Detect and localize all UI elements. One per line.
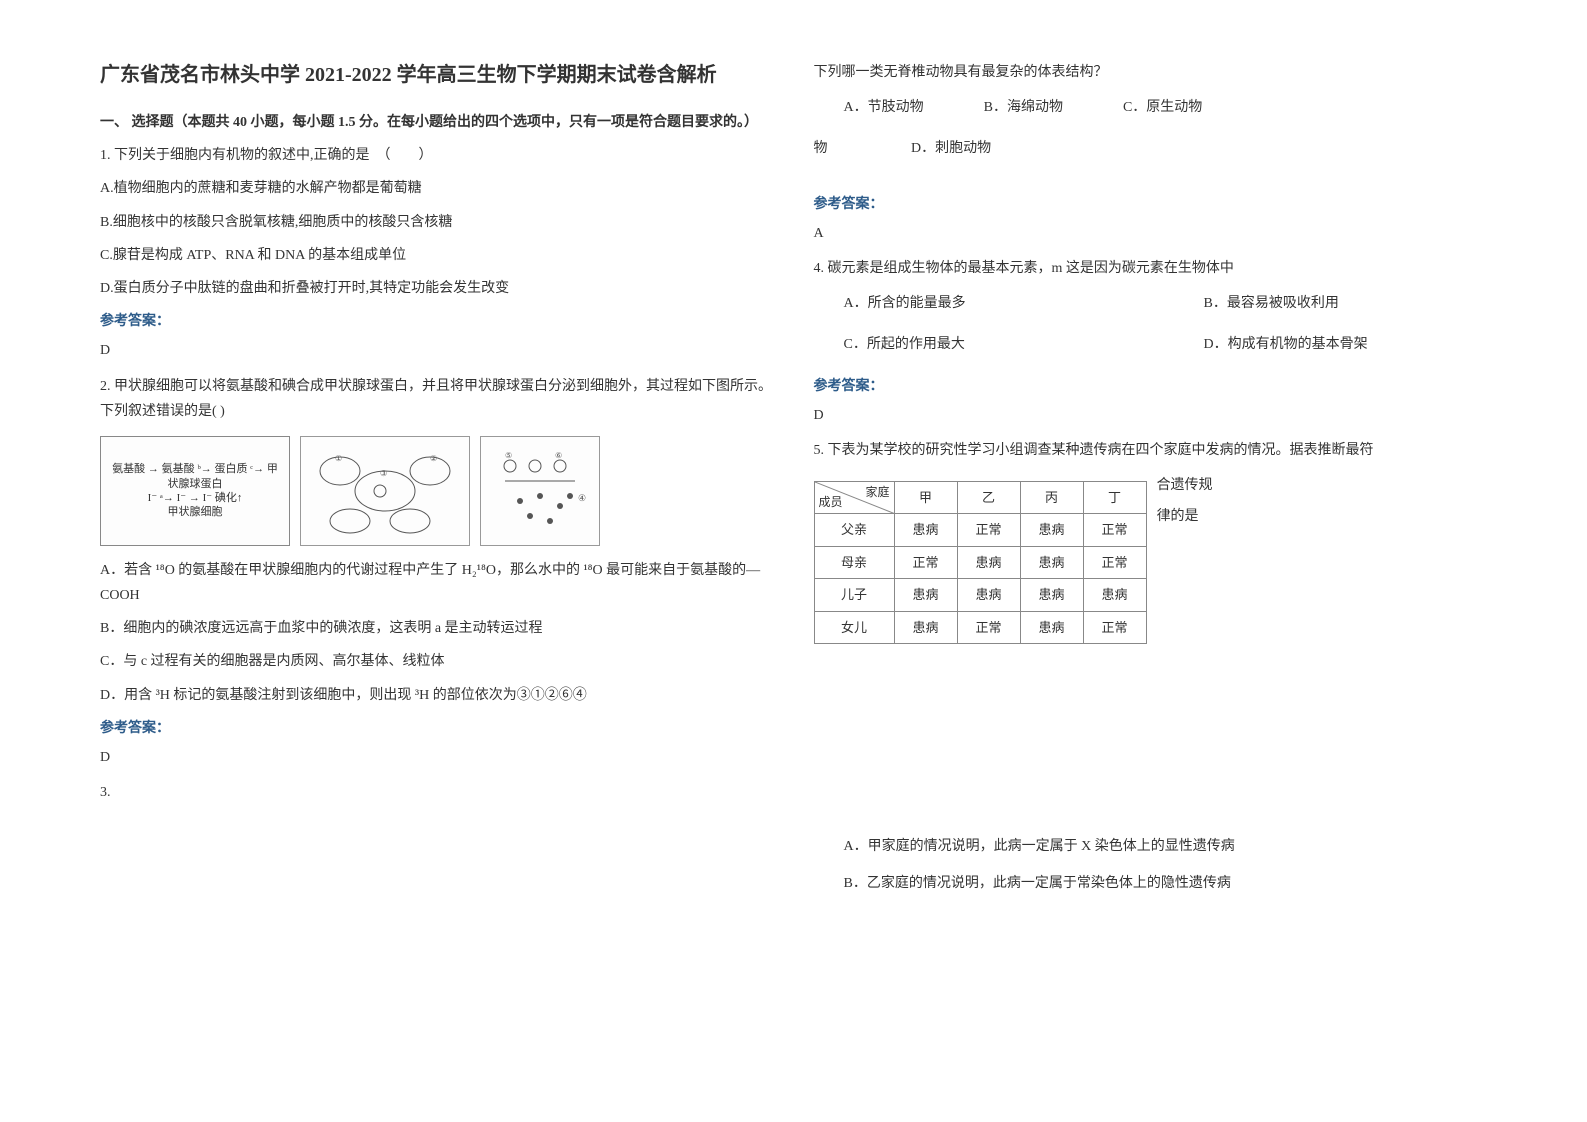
q2-option-d: D．用含 ³H 标记的氨基酸注射到该细胞中，则出现 ³H 的部位依次为③①②⑥④ bbox=[100, 683, 774, 708]
q3-number: 3. bbox=[100, 780, 774, 805]
table-row: 儿子患病患病患病患病 bbox=[814, 579, 1146, 611]
svg-text:①: ① bbox=[335, 454, 342, 463]
diag-bottom-label: 成员 bbox=[819, 492, 843, 514]
table-cell: 正常 bbox=[957, 611, 1020, 643]
row-label: 父亲 bbox=[814, 514, 894, 546]
q2-diagram: 氨基酸 → 氨基酸 ᵇ→ 蛋白质 ᶜ→ 甲状腺球蛋白 I⁻ ᵃ→ I⁻ → I⁻… bbox=[100, 436, 774, 546]
q1-option-a: A.植物细胞内的蔗糖和麦芽糖的水解产物都是葡萄糖 bbox=[100, 176, 774, 201]
q4-option-b: B．最容易被吸收利用 bbox=[1204, 291, 1339, 316]
left-column: 广东省茂名市林头中学 2021-2022 学年高三生物下学期期末试卷含解析 一、… bbox=[80, 60, 794, 1062]
q4-answer: D bbox=[814, 403, 1488, 428]
q3-answer-label: 参考答案： bbox=[814, 192, 1488, 217]
table-cell: 正常 bbox=[1083, 611, 1146, 643]
table-cell: 正常 bbox=[957, 514, 1020, 546]
q4-option-c: C．所起的作用最大 bbox=[844, 332, 1144, 357]
q2-option-b: B．细胞内的碘浓度远远高于血浆中的碘浓度，这表明 a 是主动转运过程 bbox=[100, 616, 774, 641]
q3-option-b: B．海绵动物 bbox=[984, 95, 1063, 120]
svg-text:③: ③ bbox=[380, 469, 387, 478]
exam-title: 广东省茂名市林头中学 2021-2022 学年高三生物下学期期末试卷含解析 bbox=[100, 60, 774, 90]
q4-stem: 4. 碳元素是组成生物体的最基本元素，m 这是因为碳元素在生物体中 bbox=[814, 256, 1488, 281]
table-cell: 患病 bbox=[894, 611, 957, 643]
table-cell: 患病 bbox=[894, 514, 957, 546]
diag-top-label: 家庭 bbox=[865, 482, 889, 504]
q1-option-c: C.腺苷是构成 ATP、RNA 和 DNA 的基本组成单位 bbox=[100, 243, 774, 268]
q4-options-row2: C．所起的作用最大 D．构成有机物的基本骨架 bbox=[844, 332, 1488, 363]
q1-answer: D bbox=[100, 338, 774, 363]
q2-answer: D bbox=[100, 745, 774, 770]
table-row: 父亲患病正常患病正常 bbox=[814, 514, 1146, 546]
question-4: 4. 碳元素是组成生物体的最基本元素，m 这是因为碳元素在生物体中 A．所含的能… bbox=[814, 256, 1488, 428]
secretion-icon: ④ ⑤ ⑥ bbox=[490, 446, 590, 536]
table-cell: 患病 bbox=[957, 546, 1020, 578]
q1-answer-label: 参考答案： bbox=[100, 309, 774, 334]
row-label: 儿子 bbox=[814, 579, 894, 611]
table-row: 母亲正常患病患病正常 bbox=[814, 546, 1146, 578]
question-2: 2. 甲状腺细胞可以将氨基酸和碘合成甲状腺球蛋白，并且将甲状腺球蛋白分泌到细胞外… bbox=[100, 374, 774, 771]
q3-option-c: C．原生动物 bbox=[1123, 95, 1202, 120]
q2-answer-label: 参考答案： bbox=[100, 716, 774, 741]
svg-text:⑤: ⑤ bbox=[505, 451, 512, 460]
table-cell: 患病 bbox=[1020, 579, 1083, 611]
q3-wrap-char: 物 bbox=[814, 141, 828, 156]
col-yi: 乙 bbox=[957, 482, 1020, 514]
q1-stem: 1. 下列关于细胞内有机物的叙述中,正确的是 （ ） bbox=[100, 143, 774, 168]
table-cell: 正常 bbox=[1083, 514, 1146, 546]
q5-option-b: B．乙家庭的情况说明，此病一定属于常染色体上的隐性遗传病 bbox=[844, 871, 1488, 896]
table-header-row: 家庭 成员 甲 乙 丙 丁 bbox=[814, 482, 1146, 514]
table-row: 女儿患病正常患病正常 bbox=[814, 611, 1146, 643]
section-heading: 一、 选择题（本题共 40 小题，每小题 1.5 分。在每小题给出的四个选项中，… bbox=[100, 110, 774, 135]
table-body: 父亲患病正常患病正常母亲正常患病患病正常儿子患病患病患病患病女儿患病正常患病正常 bbox=[814, 514, 1146, 644]
q2-option-a: A．若含 ¹⁸O 的氨基酸在甲状腺细胞内的代谢过程中产生了 H₂¹⁸O，那么水中… bbox=[100, 558, 774, 608]
q5-side2: 律的是 bbox=[1157, 502, 1213, 533]
q2-option-c: C．与 c 过程有关的细胞器是内质网、高尔基体、线粒体 bbox=[100, 649, 774, 674]
table-cell: 患病 bbox=[894, 579, 957, 611]
table-cell: 患病 bbox=[957, 579, 1020, 611]
q2-diagram-cell: ① ② ③ bbox=[300, 436, 470, 546]
q4-option-d: D．构成有机物的基本骨架 bbox=[1204, 332, 1368, 357]
q4-option-a: A．所含的能量最多 bbox=[844, 291, 1144, 316]
svg-text:②: ② bbox=[430, 454, 437, 463]
q4-answer-label: 参考答案： bbox=[814, 374, 1488, 399]
table-cell: 患病 bbox=[1020, 514, 1083, 546]
row-label: 母亲 bbox=[814, 546, 894, 578]
question-5: 5. 下表为某学校的研究性学习小组调查某种遗传病在四个家庭中发病的情况。据表推断… bbox=[814, 438, 1488, 897]
q5-side-text: 合遗传规 律的是 bbox=[1147, 471, 1213, 533]
q5-option-a: A．甲家庭的情况说明，此病一定属于 X 染色体上的显性遗传病 bbox=[844, 834, 1488, 859]
table-cell: 患病 bbox=[1020, 611, 1083, 643]
cell-schema-icon: ① ② ③ bbox=[310, 446, 460, 536]
q2-diagram-secretion: ④ ⑤ ⑥ bbox=[480, 436, 600, 546]
col-jia: 甲 bbox=[894, 482, 957, 514]
question-3: 下列哪一类无脊椎动物具有最复杂的体表结构？ A．节肢动物 B．海绵动物 C．原生… bbox=[814, 60, 1488, 246]
table-cell: 正常 bbox=[1083, 546, 1146, 578]
row-label: 女儿 bbox=[814, 611, 894, 643]
q3-stem: 下列哪一类无脊椎动物具有最复杂的体表结构？ bbox=[814, 60, 1488, 85]
table-cell: 正常 bbox=[894, 546, 957, 578]
q5-stem: 5. 下表为某学校的研究性学习小组调查某种遗传病在四个家庭中发病的情况。据表推断… bbox=[814, 438, 1488, 463]
question-1: 1. 下列关于细胞内有机物的叙述中,正确的是 （ ） A.植物细胞内的蔗糖和麦芽… bbox=[100, 143, 774, 363]
col-ding: 丁 bbox=[1083, 482, 1146, 514]
q3-options-row1: A．节肢动物 B．海绵动物 C．原生动物 bbox=[844, 95, 1488, 126]
q4-options-row1: A．所含的能量最多 B．最容易被吸收利用 bbox=[844, 291, 1488, 322]
right-column: 下列哪一类无脊椎动物具有最复杂的体表结构？ A．节肢动物 B．海绵动物 C．原生… bbox=[794, 60, 1508, 1062]
q2-diagram-text: 氨基酸 → 氨基酸 ᵇ→ 蛋白质 ᶜ→ 甲状腺球蛋白 I⁻ ᵃ→ I⁻ → I⁻… bbox=[109, 462, 281, 519]
q1-option-d: D.蛋白质分子中肽链的盘曲和折叠被打开时,其特定功能会发生改变 bbox=[100, 276, 774, 301]
q2-diagram-flowchart: 氨基酸 → 氨基酸 ᵇ→ 蛋白质 ᶜ→ 甲状腺球蛋白 I⁻ ᵃ→ I⁻ → I⁻… bbox=[100, 436, 290, 546]
q3-answer: A bbox=[814, 221, 1488, 246]
svg-text:④: ④ bbox=[578, 493, 586, 503]
svg-text:⑥: ⑥ bbox=[555, 451, 562, 460]
table-diag-header: 家庭 成员 bbox=[814, 482, 894, 514]
col-bing: 丙 bbox=[1020, 482, 1083, 514]
q2-stem: 2. 甲状腺细胞可以将氨基酸和碘合成甲状腺球蛋白，并且将甲状腺球蛋白分泌到细胞外… bbox=[100, 374, 774, 424]
q3-option-a: A．节肢动物 bbox=[844, 95, 924, 120]
q3-option-d: D．刺胞动物 bbox=[911, 141, 991, 156]
table-cell: 患病 bbox=[1020, 546, 1083, 578]
table-cell: 患病 bbox=[1083, 579, 1146, 611]
q1-option-b: B.细胞核中的核酸只含脱氧核糖,细胞质中的核酸只含核糖 bbox=[100, 210, 774, 235]
q5-table: 家庭 成员 甲 乙 丙 丁 父亲患病正常患病正常母亲正常患病患病正常儿子患病患病… bbox=[814, 481, 1147, 644]
q5-side1: 合遗传规 bbox=[1157, 471, 1213, 502]
